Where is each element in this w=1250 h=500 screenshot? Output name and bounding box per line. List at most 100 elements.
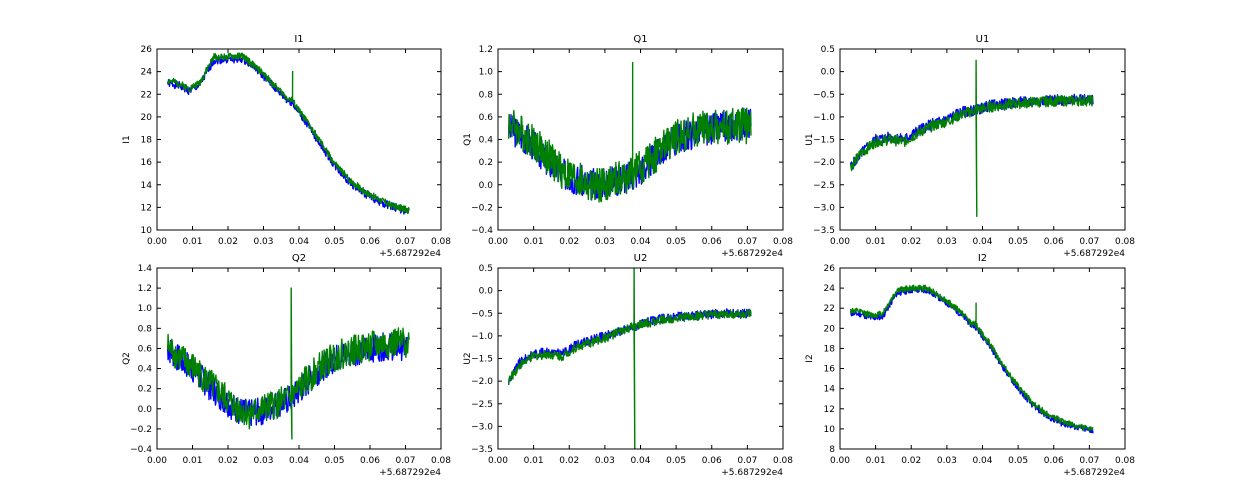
- series-line-2: [507, 268, 752, 449]
- subplot-title: Q1: [633, 34, 647, 45]
- x-offset-label: +5.687292e4: [379, 249, 441, 259]
- y-tick-label: 18: [141, 136, 153, 146]
- y-tick-label: −3.0: [813, 203, 835, 213]
- subplot-i1: 0.00 0.01 0.02 0.03 0.04 0.05 0.06 0.07 0.08 10 12…: [122, 34, 451, 259]
- series-line-2: [166, 52, 410, 214]
- x-tick-label: 0.00: [147, 237, 167, 247]
- series-group: [849, 59, 1094, 218]
- x-tick-label: 0.05: [666, 237, 686, 247]
- x-tick-label: 0.00: [830, 237, 850, 247]
- y-tick-label: 0.6: [479, 113, 494, 123]
- y-tick-label: 16: [141, 158, 153, 168]
- x-offset-label: +5.687292e4: [379, 468, 441, 478]
- x-tick-label: 0.07: [737, 237, 757, 247]
- x-tick-label: 0.01: [866, 456, 886, 466]
- series-line-2: [166, 287, 410, 440]
- y-tick-label: −1.5: [813, 136, 835, 146]
- y-tick-label: 0.5: [479, 264, 493, 274]
- y-tick-label: 24: [141, 68, 153, 78]
- y-tick-label: 8: [829, 445, 835, 455]
- y-tick-label: −0.2: [130, 425, 152, 435]
- subplot-q2: 0.00 0.01 0.02 0.03 0.04 0.05 0.06 0.07 0.08 −0.4…: [122, 253, 451, 478]
- y-tick-label: 0.6: [138, 344, 153, 354]
- x-tick-label: 0.06: [702, 237, 722, 247]
- subplot-u1: 0.00 0.01 0.02 0.03 0.04 0.05 0.06 0.07 0.08 −3.5…: [805, 34, 1135, 259]
- x-tick-label: 0.08: [1115, 237, 1135, 247]
- series-line-2: [507, 61, 752, 203]
- y-axis-label: Q2: [122, 352, 132, 365]
- x-offset-label: +5.687292e4: [1063, 468, 1125, 478]
- y-tick-label: 0.0: [479, 287, 494, 297]
- y-tick-label: −2.5: [471, 400, 493, 410]
- y-axis-label: Q1: [463, 133, 473, 146]
- series-group: [849, 284, 1094, 434]
- y-tick-label: 26: [824, 264, 836, 274]
- x-tick-label: 0.06: [360, 237, 380, 247]
- y-tick-label: −2.5: [813, 181, 835, 191]
- x-tick-label: 0.06: [702, 456, 722, 466]
- x-tick-label: 0.07: [1079, 456, 1099, 466]
- y-tick-label: 22: [141, 90, 152, 100]
- subplot-q1: 0.00 0.01 0.02 0.03 0.04 0.05 0.06 0.07 0.08 −0.4…: [463, 34, 793, 259]
- x-tick-label: 0.02: [218, 456, 238, 466]
- x-tick-label: 0.05: [1008, 237, 1028, 247]
- subplot-title: I1: [294, 34, 303, 45]
- x-tick-label: 0.02: [559, 456, 579, 466]
- x-tick-label: 0.01: [524, 237, 544, 247]
- x-tick-label: 0.04: [630, 237, 650, 247]
- x-tick-label: 0.02: [901, 237, 921, 247]
- x-tick-label: 0.04: [972, 237, 992, 247]
- y-tick-label: 22: [824, 304, 835, 314]
- x-tick-label: 0.04: [630, 456, 650, 466]
- y-axis-label: I1: [122, 135, 132, 143]
- x-tick-label: 0.02: [901, 456, 921, 466]
- y-tick-label: 16: [824, 365, 836, 375]
- y-tick-label: 0.5: [821, 45, 835, 55]
- x-offset-label: +5.687292e4: [721, 249, 783, 259]
- y-tick-label: −0.5: [471, 309, 493, 319]
- y-tick-label: 0.0: [821, 68, 836, 78]
- x-tick-label: 0.06: [1044, 456, 1064, 466]
- x-tick-label: 0.05: [324, 237, 344, 247]
- y-tick-label: 24: [824, 284, 836, 294]
- y-axis-label: I2: [805, 354, 815, 362]
- series-line-2: [849, 59, 1094, 218]
- x-tick-label: 0.03: [253, 237, 273, 247]
- series-group: [507, 61, 752, 203]
- x-tick-label: 0.08: [773, 456, 793, 466]
- x-tick-label: 0.02: [218, 237, 238, 247]
- x-tick-label: 0.05: [666, 456, 686, 466]
- y-tick-label: 1.0: [138, 304, 153, 314]
- y-tick-label: −1.0: [471, 332, 493, 342]
- x-tick-label: 0.03: [595, 237, 615, 247]
- y-tick-label: −1.5: [471, 355, 493, 365]
- x-tick-label: 0.07: [395, 237, 415, 247]
- y-tick-label: 0.8: [138, 324, 153, 334]
- x-tick-label: 0.00: [488, 456, 508, 466]
- y-axis-label: U2: [463, 352, 473, 364]
- x-offset-label: +5.687292e4: [1063, 249, 1125, 259]
- y-tick-label: 0.8: [479, 90, 494, 100]
- y-tick-label: −2.0: [813, 158, 835, 168]
- x-tick-label: 0.07: [395, 456, 415, 466]
- x-tick-label: 0.00: [830, 456, 850, 466]
- x-tick-label: 0.03: [937, 456, 957, 466]
- y-tick-label: −3.5: [471, 445, 493, 455]
- y-tick-label: 1.2: [479, 45, 493, 55]
- subplot-title: U2: [634, 253, 648, 264]
- y-tick-label: 10: [141, 226, 153, 236]
- x-tick-label: 0.08: [773, 237, 793, 247]
- subplot-u2: 0.00 0.01 0.02 0.03 0.04 0.05 0.06 0.07 0.08 −3.5…: [463, 253, 793, 478]
- x-tick-label: 0.00: [488, 237, 508, 247]
- x-tick-label: 0.08: [431, 237, 451, 247]
- y-tick-label: −0.2: [471, 203, 493, 213]
- y-tick-label: 26: [141, 45, 153, 55]
- y-tick-label: −0.5: [813, 90, 835, 100]
- x-tick-label: 0.02: [559, 237, 579, 247]
- y-tick-label: 14: [141, 181, 153, 191]
- y-tick-label: 0.0: [138, 405, 153, 415]
- y-tick-label: −2.0: [471, 377, 493, 387]
- series-line-2: [849, 284, 1094, 432]
- x-tick-label: 0.00: [147, 456, 167, 466]
- x-tick-label: 0.06: [1044, 237, 1064, 247]
